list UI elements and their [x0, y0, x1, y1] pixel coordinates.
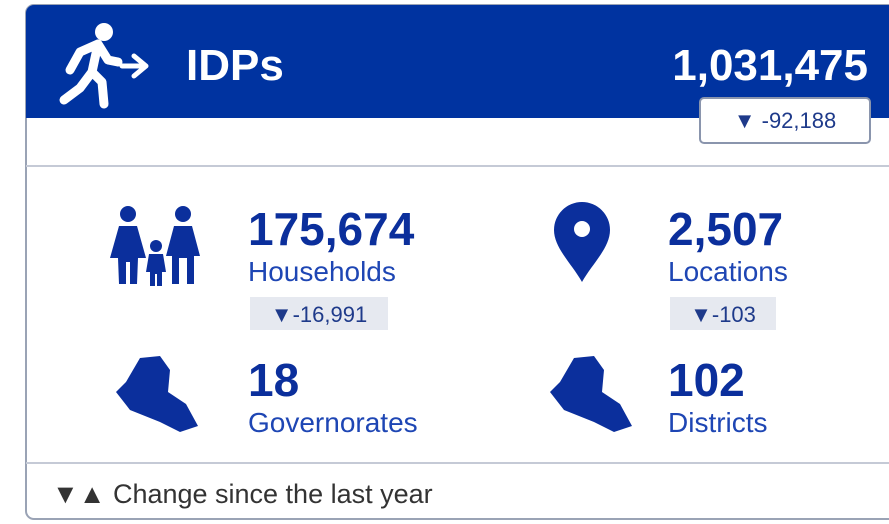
stat-change: ▼-16,991 [271, 302, 367, 327]
governorates-icon [116, 356, 198, 432]
idp-icon [59, 23, 149, 109]
stat-change: ▼-103 [690, 302, 756, 327]
header-value: 1,031,475 [672, 41, 868, 90]
stat-label: Locations [668, 256, 788, 287]
change-box [250, 297, 388, 330]
stat-value: 175,674 [248, 203, 415, 255]
stat-label: Governorates [248, 407, 418, 438]
change-box [670, 297, 776, 330]
households-icon [110, 206, 200, 286]
header-change: ▼ -92,188 [734, 108, 837, 133]
footer-note: ▼▲ Change since the last year [52, 479, 433, 509]
stat-label: Households [248, 256, 396, 287]
change-box [699, 97, 871, 144]
location-icon [554, 202, 610, 282]
districts-icon [550, 356, 632, 432]
stat-value: 102 [668, 354, 745, 406]
stat-label: Districts [668, 407, 768, 438]
header-title: IDPs [186, 41, 284, 90]
stat-value: 18 [248, 354, 299, 406]
header-band [26, 5, 889, 118]
stat-value: 2,507 [668, 203, 783, 255]
